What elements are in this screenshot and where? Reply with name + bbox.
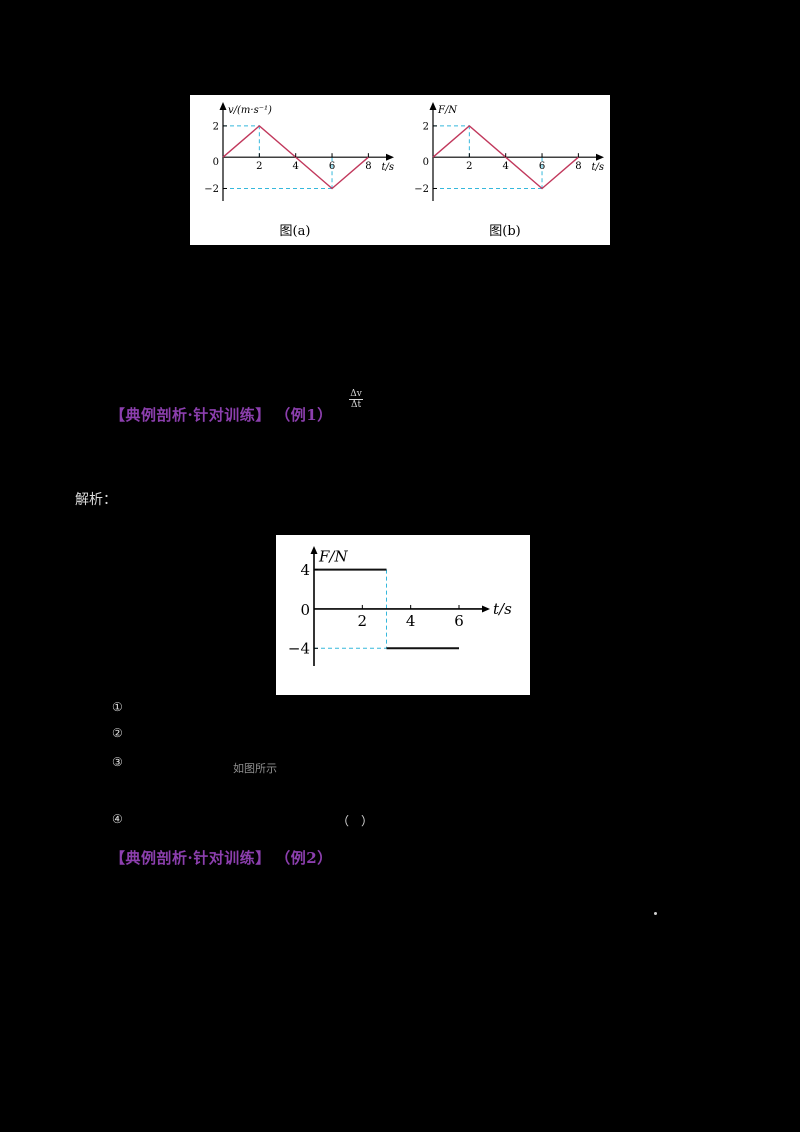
svg-text:0: 0 [300,601,310,619]
svg-text:4: 4 [406,612,416,630]
svg-text:4: 4 [292,161,298,172]
svg-text:2: 2 [256,161,262,172]
svg-text:−2: −2 [414,184,429,195]
svg-text:6: 6 [454,612,464,630]
svg-text:v/(m·s⁻¹): v/(m·s⁻¹) [228,105,272,116]
list-item-1: ① [112,700,123,714]
chart-b-caption: 图(b) [489,224,521,239]
svg-text:F/N: F/N [437,105,458,116]
solve-label: 解析： [75,492,117,508]
svg-text:t/s: t/s [493,600,512,618]
fraction-numerator: Δv [350,389,362,399]
chart-c: 2 4 6 4 −4 0 F/N t/s [278,540,528,690]
svg-text:t/s: t/s [591,162,604,173]
figure-panel-c: 2 4 6 4 −4 0 F/N t/s [276,535,530,695]
svg-text:4: 4 [502,161,508,172]
svg-text:t/s: t/s [381,162,394,173]
svg-text:6: 6 [538,161,544,172]
section-header-2-bracket: 【典例剖析·针对训练】 [110,849,271,867]
svg-text:−2: −2 [204,184,219,195]
svg-text:F/N: F/N [318,548,348,566]
svg-text:8: 8 [365,161,371,172]
section-header-1: 【典例剖析·针对训练】 （例1） [110,404,333,425]
stray-dot [654,912,657,915]
list-item-4: ④ [112,812,123,826]
fraction-denominator: Δt [349,399,364,411]
list-item-2: ② [112,726,123,740]
figure-b: 2 4 6 8 2 −2 0 F/N t/s 图(b) [402,99,608,239]
svg-text:8: 8 [575,161,581,172]
section-header-1-bracket: 【典例剖析·针对训练】 [110,406,271,424]
svg-text:4: 4 [300,561,310,579]
chart-a: 2 4 6 8 2 −2 0 v/(m·s⁻¹) t/s [193,99,398,217]
svg-text:2: 2 [422,121,428,132]
chart-a-caption: 图(a) [279,224,311,239]
gray-note: 如图所示 [233,762,277,775]
svg-text:2: 2 [466,161,472,172]
svg-text:6: 6 [328,161,334,172]
formula-fraction: Δv Δt [349,389,364,411]
answer-blank: （ ） [337,814,374,828]
section-header-1-paren: （例1） [282,406,333,424]
list-item-3: ③ [112,755,123,769]
section-header-2-paren: （例2） [282,849,333,867]
chart-b: 2 4 6 8 2 −2 0 F/N t/s [403,99,608,217]
svg-text:0: 0 [422,157,428,168]
svg-text:2: 2 [358,612,368,630]
svg-text:0: 0 [212,157,218,168]
svg-text:−4: −4 [288,640,310,658]
figure-a: 2 4 6 8 2 −2 0 v/(m·s⁻¹) t/s 图(a) [192,99,398,239]
svg-text:2: 2 [212,121,218,132]
figure-panel-ab: 2 4 6 8 2 −2 0 v/(m·s⁻¹) t/s 图(a) 2 4 6 8 2 −2 0 F/N t/s… [190,95,610,245]
section-header-2: 【典例剖析·针对训练】 （例2） [110,847,333,868]
